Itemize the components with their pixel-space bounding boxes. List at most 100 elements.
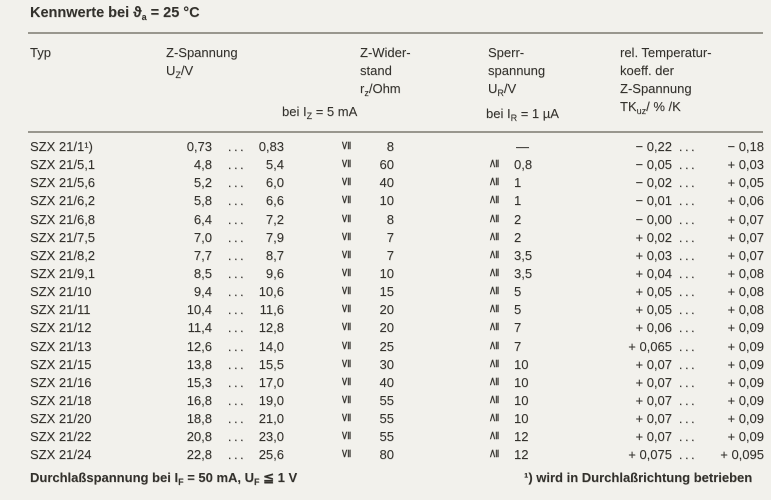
ur-value: 12 [514, 429, 529, 445]
tk-min-value: + 0,07 [635, 356, 672, 372]
table-row: SZX 21/9,1 8,5... 9,6 ≦ 10 ≧ 3,5 + 0,04... + 0,0… [0, 266, 771, 284]
footnote: ¹) wird in Durchlaßrichtung betrieben [524, 470, 753, 485]
table-body: SZX 21/1¹) 0,73... 0,83 ≦ 8— − 0,22... − 0,18 S… [0, 139, 771, 466]
range-dots: ... [227, 157, 247, 173]
tk-max-value: + 0,08 [727, 284, 764, 300]
less-equal-icon: ≦ [338, 412, 353, 423]
range-dots: ... [678, 175, 698, 191]
type-label: SZX 21/15 [30, 356, 92, 372]
tk-max-value: + 0,06 [727, 193, 764, 209]
rz-value: 60 [379, 157, 394, 173]
less-equal-icon: ≦ [338, 303, 353, 314]
table-row: SZX 21/7,5 7,0... 7,9 ≦ 7 ≧ 2 + 0,02... + 0,07 [0, 230, 771, 248]
range-dots: ... [227, 139, 247, 154]
type-label: SZX 21/22 [30, 429, 92, 445]
greater-equal-icon: ≧ [486, 430, 501, 441]
uz-header-symbol: UZ/V [166, 63, 194, 80]
range-dots: ... [227, 193, 247, 209]
type-label: SZX 21/24 [30, 447, 92, 463]
tk-max-value: − 0,18 [727, 139, 764, 154]
tk-max-value: + 0,095 [720, 447, 764, 463]
tk-max-value: + 0,09 [727, 320, 764, 336]
table-row: SZX 21/8,2 7,7... 8,7 ≦ 7 ≧ 3,5 + 0,03... + 0,07 [0, 248, 771, 266]
type-label: SZX 21/10 [30, 284, 92, 300]
range-dots: ... [678, 157, 698, 173]
type-label: SZX 21/1¹) [30, 139, 93, 154]
type-label: SZX 21/9,1 [30, 265, 96, 281]
range-dots: ... [678, 320, 698, 336]
uz-max-value: 11,6 [259, 302, 284, 318]
uz-max-value: 5,4 [265, 157, 284, 173]
rz-value: 55 [379, 411, 394, 427]
ur-value: 7 [514, 338, 522, 354]
uz-header-line1: Z-Spannung [166, 45, 238, 60]
greater-equal-icon: ≧ [486, 303, 501, 314]
top-rule [28, 32, 763, 34]
uz-max-value: 7,2 [265, 211, 284, 227]
uz-min-value: 13,8 [186, 356, 212, 372]
page-title: Kennwerte bei ϑa = 25 °C [30, 5, 200, 22]
table-row: SZX 21/16 15,3... 17,0 ≦ 40 ≧ 10 + 0,07... + 0,0… [0, 375, 771, 393]
tk-max-value: + 0,09 [727, 429, 764, 445]
less-equal-icon: ≦ [338, 321, 353, 332]
rz-value: 55 [379, 429, 394, 445]
less-equal-icon: ≦ [338, 430, 353, 441]
uz-max-value: 14,0 [258, 338, 284, 354]
less-equal-icon: ≦ [338, 394, 353, 405]
ur-header-line2: spannung [488, 63, 546, 78]
greater-equal-icon: ≧ [486, 249, 501, 260]
uz-max-value: 19,0 [258, 392, 284, 408]
less-equal-icon: ≦ [338, 267, 353, 278]
greater-equal-icon: ≧ [486, 194, 501, 205]
uz-min-value: 4,8 [193, 157, 212, 173]
tk-header-symbol: TKuz/ % /K [620, 99, 681, 116]
range-dots: ... [678, 247, 698, 263]
tk-min-value: + 0,05 [635, 302, 672, 318]
greater-equal-icon: ≧ [486, 340, 501, 351]
tk-min-value: − 0,00 [635, 211, 672, 227]
tk-min-value: − 0,01 [635, 193, 672, 209]
table-row: SZX 21/20 18,8... 21,0 ≦ 55 ≧ 10 + 0,07... + 0,0… [0, 411, 771, 429]
tk-header-line1: rel. Temperatur- [620, 45, 712, 60]
rz-value: 15 [379, 284, 394, 300]
uz-min-value: 9,4 [193, 284, 212, 300]
greater-equal-icon: ≧ [486, 176, 501, 187]
uz-min-value: 16,8 [186, 392, 212, 408]
range-dots: ... [227, 338, 247, 354]
range-dots: ... [678, 392, 698, 408]
greater-equal-icon: ≧ [486, 376, 501, 387]
greater-equal-icon: ≧ [486, 267, 501, 278]
rz-value: 40 [379, 374, 394, 390]
tk-min-value: + 0,03 [635, 247, 672, 263]
uz-max-value: 10,6 [258, 284, 284, 300]
rz-value: 8 [386, 139, 394, 154]
less-equal-icon: ≦ [338, 176, 353, 187]
uz-min-value: 20,8 [186, 429, 212, 445]
table-row: SZX 21/10 9,4... 10,6 ≦ 15 ≧ 5 + 0,05... + 0,08 [0, 284, 771, 302]
ur-value: 1 [514, 175, 522, 191]
rz-value: 20 [379, 320, 394, 336]
range-dots: ... [227, 429, 247, 445]
less-equal-icon: ≦ [338, 376, 353, 387]
ur-value: 10 [514, 392, 529, 408]
greater-equal-icon: ≧ [486, 358, 501, 369]
less-equal-icon: ≦ [338, 340, 353, 351]
rz-header-line1: Z-Wider- [360, 45, 411, 60]
less-equal-icon: ≦ [338, 140, 353, 151]
range-dots: ... [227, 175, 247, 191]
type-label: SZX 21/12 [30, 320, 92, 336]
greater-equal-icon: ≧ [486, 285, 501, 296]
tk-min-value: + 0,07 [635, 411, 672, 427]
tk-max-value: + 0,03 [727, 157, 764, 173]
ur-header-line1: Sperr- [488, 45, 525, 60]
type-label: SZX 21/7,5 [30, 229, 96, 245]
ur-value: 5 [514, 302, 522, 318]
less-equal-icon: ≦ [338, 285, 353, 296]
header-rule [28, 131, 763, 133]
tk-min-value: − 0,22 [635, 139, 672, 154]
range-dots: ... [678, 139, 698, 154]
ur-value: 2 [514, 229, 522, 245]
less-equal-icon: ≦ [338, 158, 353, 169]
type-label: SZX 21/16 [30, 374, 92, 390]
uz-min-value: 18,8 [186, 411, 212, 427]
